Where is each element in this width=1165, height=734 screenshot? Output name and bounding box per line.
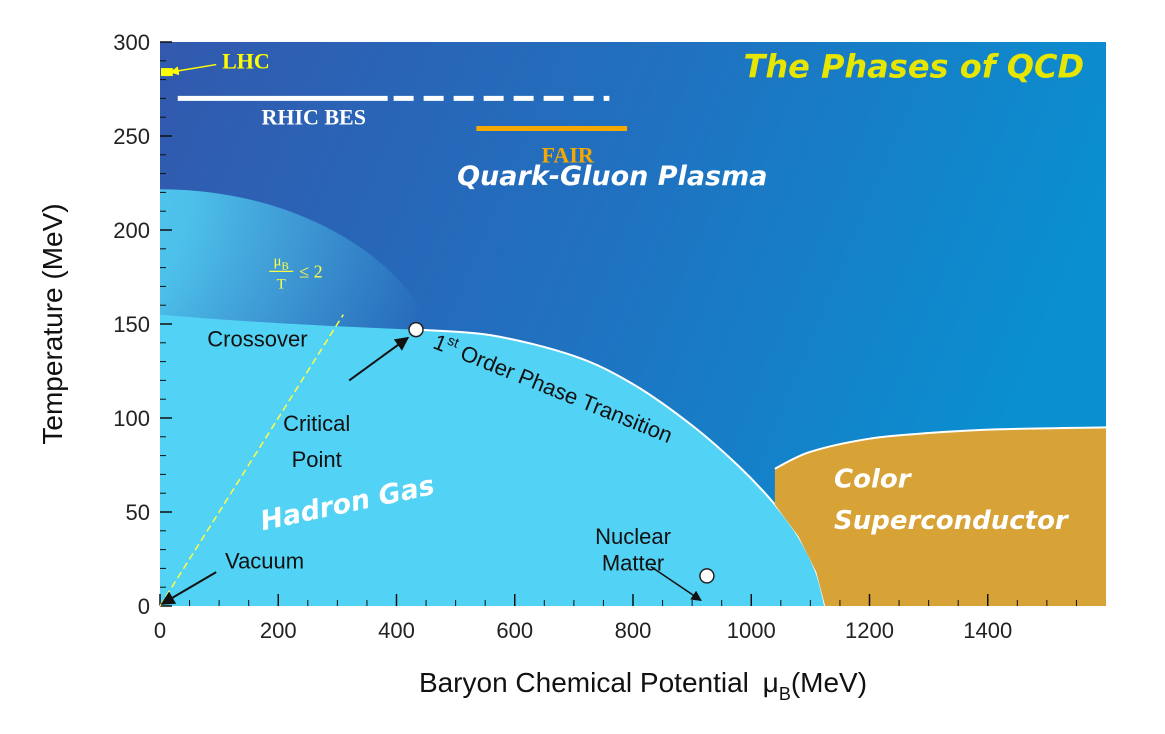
x-tick-label: 800 bbox=[615, 618, 652, 643]
critical-point-arrow bbox=[348, 336, 410, 382]
nuclear-matter-arrow bbox=[650, 565, 702, 601]
x-ticks: 0 200 400 600 800 1000 1200 1400 bbox=[154, 594, 1077, 643]
critical-point-label-line2: Point bbox=[292, 447, 342, 472]
x-tick-label: 200 bbox=[260, 618, 297, 643]
x-tick-label: 400 bbox=[378, 618, 415, 643]
svg-text:T: T bbox=[277, 276, 286, 292]
nuclear-matter-label-line1: Nuclear bbox=[595, 524, 671, 549]
x-axis-title: Baryon Chemical Potential μB(MeV) bbox=[419, 667, 867, 704]
vacuum-arrow bbox=[160, 571, 217, 605]
color-superconductor-region bbox=[774, 427, 1106, 606]
mu-over-t-line bbox=[159, 314, 344, 607]
color-superconductor-label-line2: Superconductor bbox=[834, 506, 1070, 536]
axes: 0 200 400 600 800 1000 1200 1400 0 50 100 150 200 25… bbox=[37, 30, 1077, 704]
mu-over-t-label: μB T ≤ 2 bbox=[269, 253, 323, 292]
y-tick-label: 100 bbox=[113, 406, 150, 431]
svg-text:≤ 2: ≤ 2 bbox=[299, 261, 322, 281]
y-tick-label: 300 bbox=[113, 30, 150, 55]
x-tick-label: 1200 bbox=[845, 618, 894, 643]
x-tick-label: 0 bbox=[154, 618, 166, 643]
lhc-label: LHC bbox=[222, 48, 270, 73]
hadron-gas-region bbox=[160, 314, 826, 606]
lhc-marker bbox=[161, 68, 173, 77]
color-superconductor-boundary bbox=[774, 426, 1106, 470]
critical-point-marker bbox=[408, 321, 424, 338]
svg-text:μB: μB bbox=[274, 253, 289, 272]
critical-point-label-line1: Critical bbox=[283, 411, 350, 436]
vacuum-label: Vacuum bbox=[225, 548, 304, 573]
plot-area bbox=[160, 42, 1106, 606]
color-superconductor-label-line1: Color bbox=[834, 465, 913, 495]
y-tick-label: 50 bbox=[126, 500, 150, 525]
y-axis-title: Temperature (MeV) bbox=[37, 203, 68, 444]
x-tick-label: 600 bbox=[496, 618, 533, 643]
crossover-label: Crossover bbox=[207, 327, 307, 352]
y-tick-label: 250 bbox=[113, 124, 150, 149]
y-tick-label: 0 bbox=[138, 594, 150, 619]
y-tick-label: 200 bbox=[113, 218, 150, 243]
qgp-label: Quark-Gluon Plasma bbox=[457, 161, 767, 192]
x-tick-label: 1400 bbox=[963, 618, 1012, 643]
y-tick-label: 150 bbox=[113, 312, 150, 337]
lhc-arrow bbox=[169, 63, 217, 76]
fair-label: FAIR bbox=[542, 142, 595, 167]
rhic-bes-label: RHIC BES bbox=[261, 105, 366, 130]
x-tick-label: 1000 bbox=[727, 618, 776, 643]
chart-title: The Phases of QCD bbox=[743, 48, 1084, 86]
nuclear-matter-label-line2: Matter bbox=[602, 550, 664, 575]
nuclear-matter-marker bbox=[699, 568, 715, 584]
y-ticks: 0 50 100 150 200 250 300 bbox=[113, 30, 172, 619]
